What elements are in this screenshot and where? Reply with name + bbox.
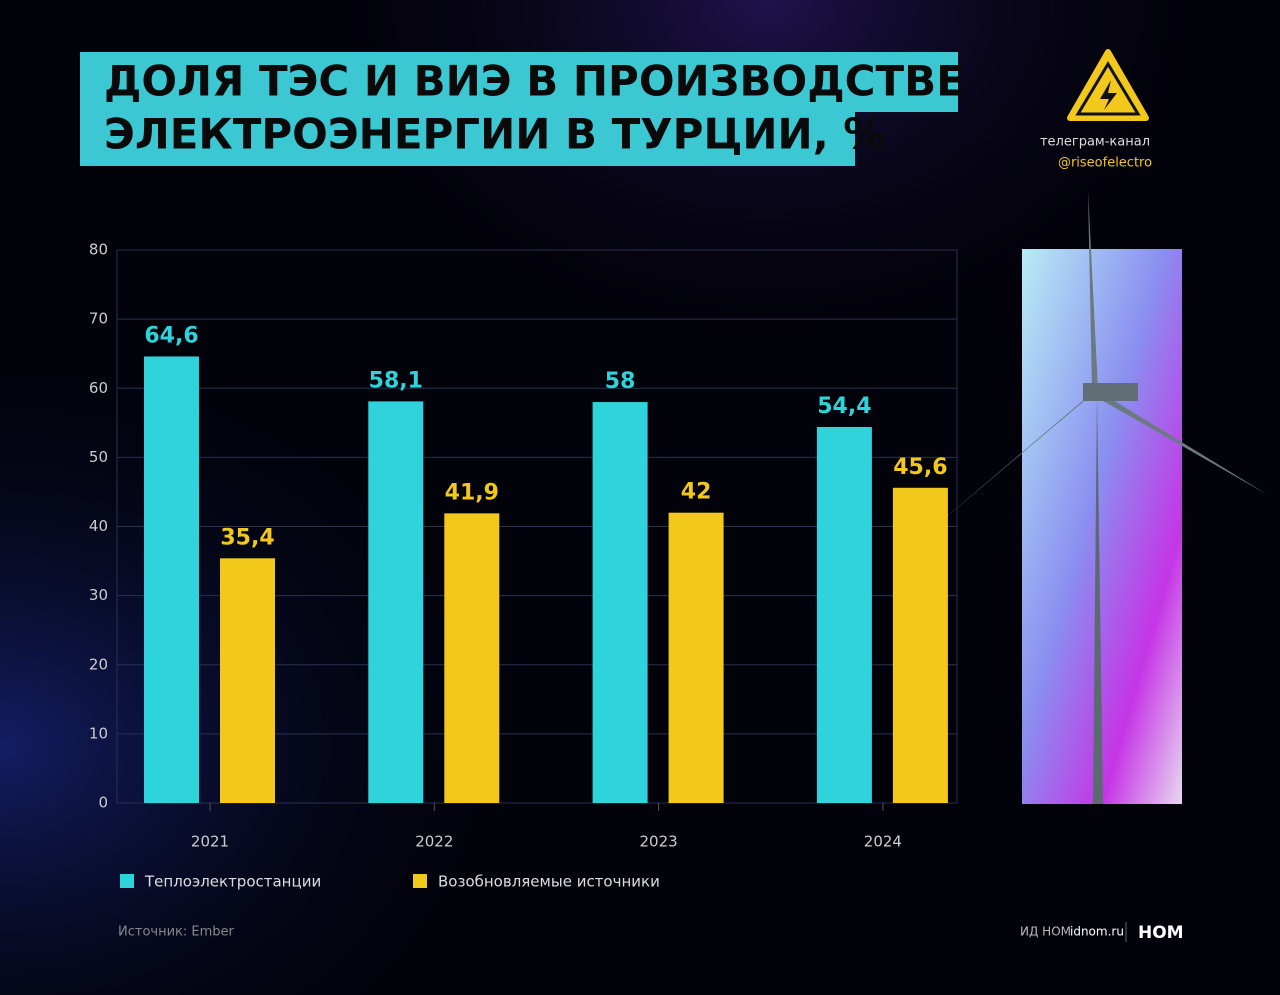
x-tick-label: 2022 [415,833,453,851]
source: Источник: Ember [118,925,235,940]
warning-icon [1075,61,1141,116]
value-label: 58 [605,369,636,394]
x-tick-label: 2024 [864,833,902,851]
y-tick-label: 60 [89,379,108,397]
bar [816,426,872,803]
logo: НОМ [1138,923,1184,943]
bar [668,512,724,803]
bar [444,513,500,803]
y-tick-label: 10 [89,724,108,742]
y-tick-label: 20 [89,655,108,673]
value-label: 35,4 [220,525,274,550]
publisher: ИД НОМ [1020,925,1071,939]
value-label: 45,6 [893,455,947,480]
y-tick-label: 70 [89,310,108,328]
site: idnom.ru [1070,925,1124,939]
legend-label: Возобновляемые источники [438,873,660,891]
title-box [80,110,855,166]
value-label: 58,1 [369,368,423,393]
legend-swatch [120,874,134,888]
y-tick-label: 50 [89,448,108,466]
bar [220,558,275,803]
bar [144,356,199,803]
value-label: 42 [681,480,712,505]
bar [368,401,424,803]
wind-turbine [925,190,1268,804]
channel-handle: @riseofelectro [1058,156,1152,171]
chart-title: ЭЛЕКТРОЭНЕРГИИ В ТУРЦИИ, % [104,110,885,159]
image-panel [1022,249,1182,804]
chart-title: ДОЛЯ ТЭС И ВИЭ В ПРОИЗВОДСТВЕ [104,57,965,106]
y-tick-label: 80 [89,241,108,259]
y-tick-label: 40 [89,517,108,535]
channel-label: телеграм-канал [1040,135,1150,150]
warning-icon [1067,49,1149,121]
warning-icon [1100,80,1117,110]
legend-label: Теплоэлектростанции [144,873,321,891]
value-label: 64,6 [144,323,198,348]
bar [592,402,648,803]
y-tick-label: 30 [89,586,108,604]
legend-swatch [413,874,427,888]
y-tick-label: 0 [98,794,108,812]
x-tick-label: 2023 [640,833,678,851]
x-tick-label: 2021 [191,833,229,851]
title-box [80,52,958,112]
value-label: 41,9 [445,480,499,505]
bar [892,487,948,803]
value-label: 54,4 [817,394,871,419]
